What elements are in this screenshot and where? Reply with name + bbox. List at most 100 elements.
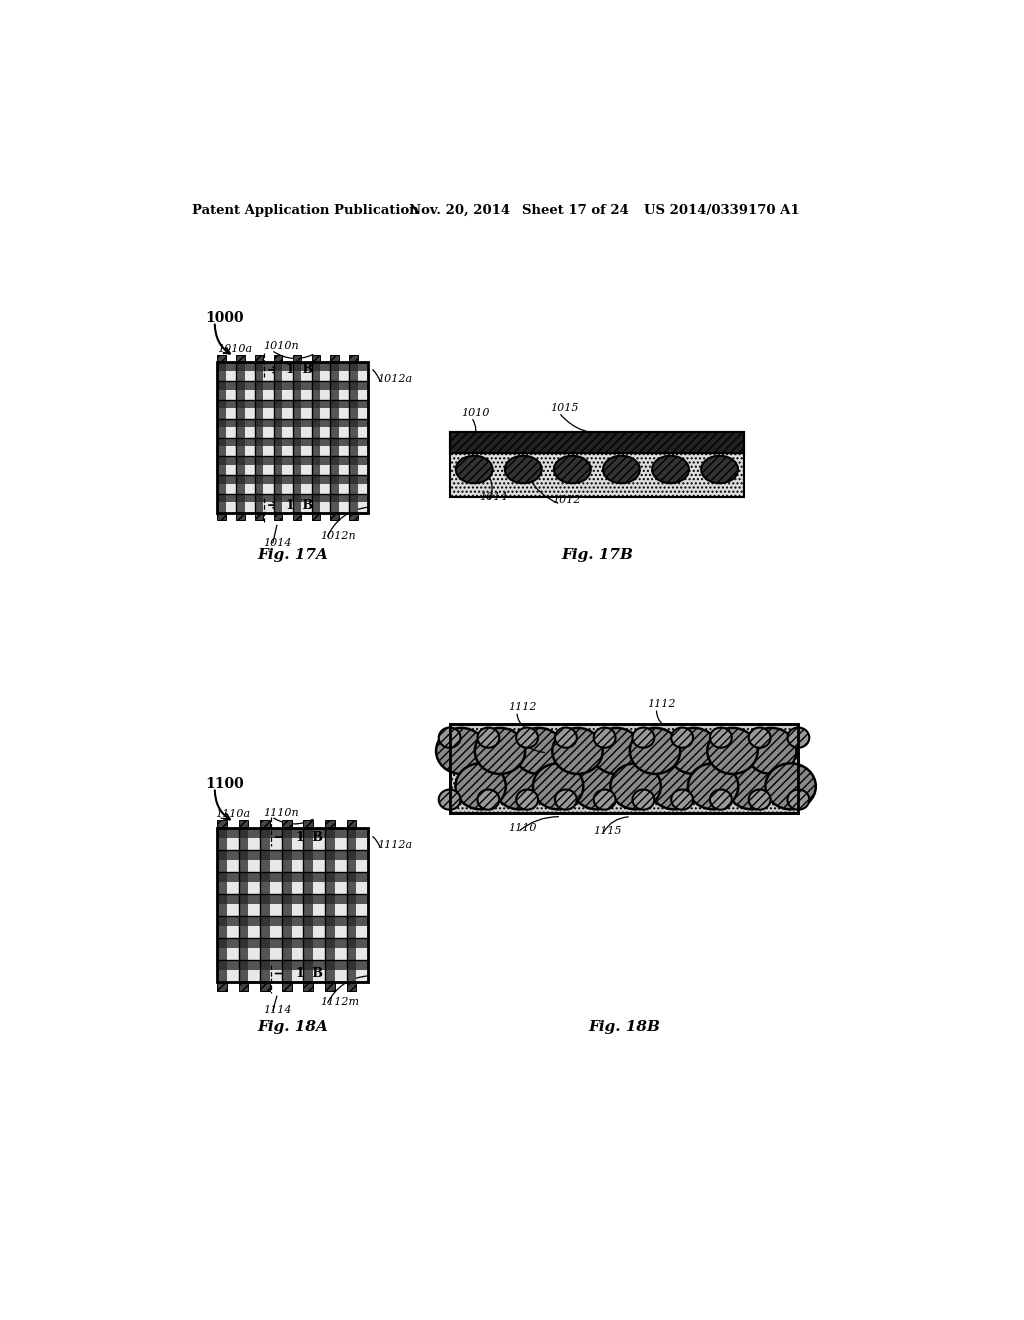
Ellipse shape [671, 789, 693, 809]
Ellipse shape [701, 455, 738, 483]
Bar [217, 873, 227, 882]
Bar [349, 355, 357, 363]
Bar [217, 418, 369, 428]
Text: 1010n: 1010n [263, 342, 299, 351]
Text: 1014: 1014 [263, 537, 292, 548]
Bar [236, 363, 245, 512]
Bar [293, 363, 301, 512]
Bar [260, 982, 270, 991]
Bar [311, 363, 321, 371]
Bar [303, 829, 313, 982]
Bar [303, 873, 313, 882]
Bar [282, 820, 292, 829]
Text: 1110a: 1110a [215, 809, 250, 820]
Bar [347, 961, 356, 970]
Ellipse shape [710, 727, 732, 747]
Ellipse shape [765, 763, 816, 809]
Bar [450, 725, 799, 813]
Bar [282, 895, 292, 904]
Ellipse shape [477, 789, 500, 809]
Text: 1012a: 1012a [378, 375, 413, 384]
Bar [217, 873, 369, 882]
Bar [236, 494, 245, 503]
Bar [255, 457, 263, 465]
Text: 18B: 18B [295, 830, 323, 843]
Bar [347, 895, 356, 904]
Ellipse shape [591, 727, 641, 774]
Bar [331, 437, 339, 446]
Ellipse shape [633, 789, 654, 809]
Bar [217, 437, 369, 446]
Ellipse shape [438, 727, 461, 747]
Bar [217, 363, 369, 371]
Bar [236, 457, 245, 465]
Text: Fig. 18A: Fig. 18A [257, 1020, 328, 1034]
Bar [217, 363, 225, 371]
Bar [217, 939, 227, 948]
Bar [349, 363, 357, 512]
Bar [217, 829, 369, 982]
Bar [311, 494, 321, 503]
Bar [217, 355, 225, 363]
Text: 1114: 1114 [263, 1005, 292, 1015]
Text: 1012n: 1012n [321, 531, 355, 541]
Ellipse shape [436, 727, 486, 774]
Bar [282, 873, 292, 882]
Bar [273, 475, 283, 483]
Bar [347, 873, 356, 882]
Bar [303, 829, 313, 838]
Bar [347, 939, 356, 948]
Bar [303, 961, 313, 970]
Bar [293, 418, 301, 428]
Ellipse shape [710, 789, 732, 809]
Bar [282, 939, 292, 948]
Ellipse shape [438, 789, 461, 809]
Ellipse shape [630, 727, 680, 774]
Bar [236, 512, 245, 520]
Bar [293, 437, 301, 446]
Text: 17B: 17B [286, 363, 313, 376]
Text: 18B: 18B [295, 968, 323, 979]
Bar [293, 457, 301, 465]
Bar [325, 895, 335, 904]
Bar [255, 437, 263, 446]
Bar [273, 494, 283, 503]
Bar [450, 453, 744, 498]
Bar [255, 363, 263, 512]
Bar [236, 437, 245, 446]
Bar [293, 381, 301, 389]
Bar [217, 895, 227, 904]
Bar [331, 418, 339, 428]
Bar [303, 850, 313, 861]
Bar [217, 363, 369, 512]
Bar [282, 961, 292, 970]
Bar [282, 982, 292, 991]
Ellipse shape [633, 727, 654, 747]
Bar [325, 961, 335, 970]
Bar [311, 512, 321, 520]
Bar [239, 982, 249, 991]
Bar [349, 437, 357, 446]
Bar [325, 829, 335, 838]
Bar [260, 873, 270, 882]
Text: 1015: 1015 [550, 403, 579, 413]
Ellipse shape [514, 727, 564, 774]
Bar [217, 475, 225, 483]
Ellipse shape [571, 763, 622, 809]
Bar [260, 916, 270, 927]
Text: 1112: 1112 [647, 698, 676, 709]
Bar [217, 457, 369, 465]
Bar [239, 961, 249, 970]
Bar [347, 820, 356, 829]
Bar [273, 512, 283, 520]
Bar [347, 982, 356, 991]
Bar [236, 381, 245, 389]
Ellipse shape [727, 763, 777, 809]
Bar [217, 961, 227, 970]
Ellipse shape [516, 727, 538, 747]
Bar [282, 916, 292, 927]
Bar [217, 494, 369, 503]
Text: 1114: 1114 [508, 730, 537, 739]
Bar [303, 820, 313, 829]
Bar [239, 829, 249, 982]
